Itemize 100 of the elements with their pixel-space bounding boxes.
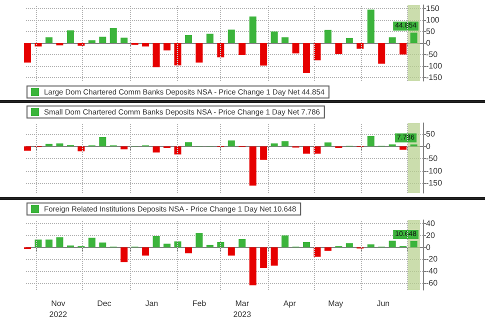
bar <box>238 43 246 55</box>
bar <box>324 247 332 251</box>
bar <box>410 32 418 43</box>
bar <box>206 34 214 43</box>
bar <box>56 143 64 146</box>
bar <box>217 43 224 58</box>
bar <box>260 247 268 268</box>
bar <box>120 247 128 262</box>
bar <box>142 43 150 46</box>
bar <box>270 31 278 43</box>
bar <box>66 30 74 43</box>
y-tick-label: -20 <box>426 254 438 264</box>
y-tick-label: 20 <box>426 230 436 240</box>
bar <box>88 238 96 248</box>
bar <box>184 142 192 146</box>
bar <box>174 146 182 154</box>
bar <box>282 235 289 248</box>
x-tick-label: May <box>328 299 344 308</box>
bar <box>388 37 396 43</box>
bar <box>282 141 289 146</box>
bar <box>324 30 332 43</box>
x-tick-label: Feb <box>192 299 207 308</box>
bar <box>152 43 160 68</box>
bar <box>356 43 364 49</box>
bar <box>400 43 407 55</box>
y-tick-label: 0 <box>426 38 431 48</box>
bar <box>99 242 106 248</box>
y-tick-label: 0 <box>426 142 431 151</box>
x-tick-label: Apr <box>283 299 296 308</box>
bar <box>270 247 278 266</box>
bar <box>120 146 128 150</box>
bar <box>400 146 407 150</box>
bar <box>228 247 235 256</box>
bar <box>228 140 235 146</box>
y-tick-label: 100 <box>426 15 440 24</box>
y-tick-label: -50 <box>426 154 438 164</box>
x-tick-label: Mar 2023 <box>233 299 252 319</box>
bar <box>45 37 52 43</box>
bar <box>164 244 171 248</box>
x-tick-label: Nov 2022 <box>49 299 68 319</box>
bar <box>34 240 42 248</box>
bar <box>88 40 96 43</box>
bar <box>346 243 353 248</box>
bar <box>99 36 106 43</box>
bar <box>260 146 268 160</box>
bar <box>303 242 310 248</box>
y-tick-label: 0 <box>426 242 431 252</box>
bar <box>99 137 106 146</box>
bar <box>367 136 374 146</box>
bar <box>78 43 85 46</box>
bar <box>303 43 310 73</box>
bar <box>228 30 235 43</box>
bar <box>24 146 32 151</box>
bar <box>324 142 332 146</box>
bar <box>196 233 203 248</box>
bar <box>260 43 268 66</box>
x-tick-label: Dec <box>97 299 112 308</box>
bar <box>314 43 321 60</box>
bar <box>120 38 128 43</box>
bar <box>206 244 214 248</box>
bar <box>270 143 278 146</box>
y-tick-label: -100 <box>426 62 443 71</box>
bar <box>346 38 353 43</box>
y-tick-label: -50 <box>426 50 438 60</box>
bar <box>24 43 32 63</box>
bar <box>152 146 160 152</box>
bar <box>45 144 52 146</box>
bar <box>410 240 418 248</box>
y-tick-label: 50 <box>426 130 436 139</box>
bar <box>142 247 150 256</box>
y-tick-label: 150 <box>426 4 440 13</box>
bar <box>174 43 182 66</box>
y-tick-label: -100 <box>426 166 443 176</box>
bar <box>367 244 374 248</box>
bar <box>314 247 321 257</box>
y-tick-label: -150 <box>426 73 443 82</box>
bar <box>282 37 289 43</box>
y-tick-label: 50 <box>426 26 436 36</box>
bar <box>164 43 171 50</box>
bar <box>217 242 224 248</box>
bar <box>184 247 192 254</box>
bar <box>56 237 64 248</box>
bar <box>378 43 386 64</box>
bar <box>34 43 42 46</box>
bar <box>388 240 396 248</box>
x-tick-label: Jan <box>145 299 158 308</box>
bar <box>238 238 246 248</box>
bar <box>367 10 374 43</box>
y-tick-label: -40 <box>426 266 438 276</box>
bar <box>196 43 203 63</box>
bar <box>292 43 300 54</box>
y-tick-label: -150 <box>426 178 443 188</box>
bar <box>335 43 342 54</box>
bar <box>249 16 256 43</box>
y-tick-label: -60 <box>426 278 438 288</box>
y-tick-label: 40 <box>426 219 436 228</box>
bar <box>303 146 310 154</box>
bar <box>45 240 52 248</box>
bar <box>152 236 160 248</box>
bar <box>249 146 256 186</box>
